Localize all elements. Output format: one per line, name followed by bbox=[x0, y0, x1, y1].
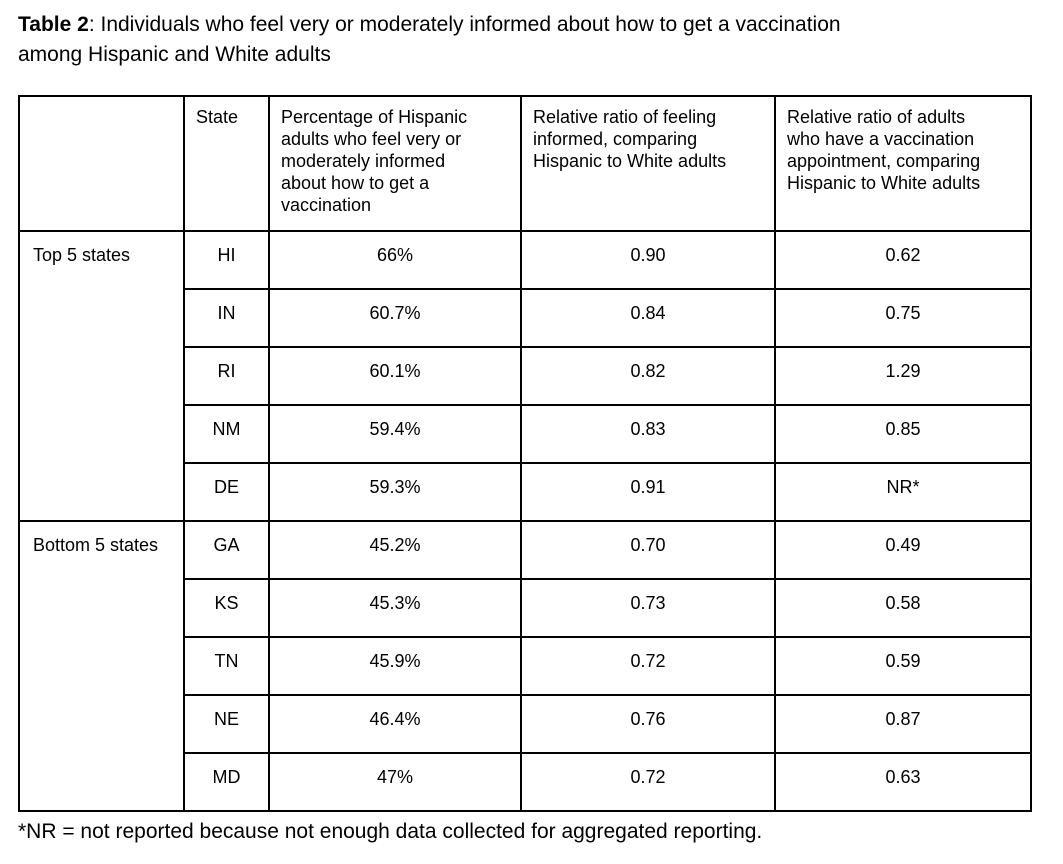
ratio-informed-cell: 0.72 bbox=[520, 752, 776, 812]
table-row: DE 59.3% 0.91 NR* bbox=[19, 462, 1032, 522]
data-table: State Percentage of Hispanic adults who … bbox=[18, 95, 1032, 812]
row-group-label: Bottom 5 states bbox=[18, 520, 185, 812]
percentage-cell: 59.3% bbox=[268, 462, 522, 522]
percentage-cell: 45.3% bbox=[268, 578, 522, 638]
header-row: State Percentage of Hispanic adults who … bbox=[18, 95, 1032, 232]
ratio-informed-cell: 0.91 bbox=[520, 462, 776, 522]
percentage-cell: 59.4% bbox=[268, 404, 522, 464]
percentage-cell: 66% bbox=[268, 230, 522, 290]
table-row: NM 59.4% 0.83 0.85 bbox=[19, 404, 1032, 464]
table-row: Bottom 5 states GA 45.2% 0.70 0.49 bbox=[18, 520, 1032, 812]
ratio-informed-cell: 0.70 bbox=[520, 520, 776, 580]
table-row: NE 46.4% 0.76 0.87 bbox=[19, 694, 1032, 754]
ratio-appointment-cell: 0.49 bbox=[774, 520, 1032, 580]
state-cell: DE bbox=[183, 462, 270, 522]
table-row: RI 60.1% 0.82 1.29 bbox=[19, 346, 1032, 406]
table-title-label: Table 2 bbox=[18, 13, 89, 36]
table-row: TN 45.9% 0.72 0.59 bbox=[19, 636, 1032, 696]
ratio-informed-cell: 0.90 bbox=[520, 230, 776, 290]
ratio-appointment-cell: 0.87 bbox=[774, 694, 1032, 754]
ratio-appointment-cell: 0.62 bbox=[774, 230, 1032, 290]
percentage-cell: 45.9% bbox=[268, 636, 522, 696]
percentage-cell: 46.4% bbox=[268, 694, 522, 754]
ratio-informed-cell: 0.76 bbox=[520, 694, 776, 754]
ratio-appointment-cell: 0.63 bbox=[774, 752, 1032, 812]
table-row: KS 45.3% 0.73 0.58 bbox=[19, 578, 1032, 638]
ratio-appointment-cell: NR* bbox=[774, 462, 1032, 522]
percentage-cell: 60.1% bbox=[268, 346, 522, 406]
column-header-ratio-appointment: Relative ratio of adults who have a vacc… bbox=[774, 95, 1032, 232]
state-cell: GA bbox=[183, 520, 270, 580]
table-row: Top 5 states HI 66% 0.90 0.62 bbox=[18, 230, 1032, 522]
state-cell: NE bbox=[183, 694, 270, 754]
column-header-state: State bbox=[183, 95, 270, 232]
percentage-cell: 45.2% bbox=[268, 520, 522, 580]
ratio-informed-cell: 0.72 bbox=[520, 636, 776, 696]
footnote: *NR = not reported because not enough da… bbox=[18, 820, 763, 843]
table-row: IN 60.7% 0.84 0.75 bbox=[19, 288, 1032, 348]
table-title-line2: among Hispanic and White adults bbox=[18, 43, 331, 66]
ratio-appointment-cell: 0.75 bbox=[774, 288, 1032, 348]
state-cell: IN bbox=[183, 288, 270, 348]
percentage-cell: 47% bbox=[268, 752, 522, 812]
ratio-appointment-cell: 0.58 bbox=[774, 578, 1032, 638]
state-cell: KS bbox=[183, 578, 270, 638]
ratio-informed-cell: 0.83 bbox=[520, 404, 776, 464]
state-cell: NM bbox=[183, 404, 270, 464]
table-title-text: : Individuals who feel very or moderatel… bbox=[88, 13, 841, 36]
row-group-label: Top 5 states bbox=[18, 230, 185, 522]
state-cell: TN bbox=[183, 636, 270, 696]
ratio-informed-cell: 0.82 bbox=[520, 346, 776, 406]
state-cell: HI bbox=[183, 230, 270, 290]
state-cell: RI bbox=[183, 346, 270, 406]
ratio-appointment-cell: 1.29 bbox=[774, 346, 1032, 406]
ratio-informed-cell: 0.73 bbox=[520, 578, 776, 638]
table-title: Table 2: Individuals who feel very or mo… bbox=[18, 10, 1018, 70]
ratio-informed-cell: 0.84 bbox=[520, 288, 776, 348]
ratio-appointment-cell: 0.85 bbox=[774, 404, 1032, 464]
state-cell: MD bbox=[183, 752, 270, 812]
table-row: MD 47% 0.72 0.63 bbox=[19, 752, 1032, 812]
column-header-percentage: Percentage of Hispanic adults who feel v… bbox=[268, 95, 522, 232]
column-header-blank bbox=[18, 95, 185, 232]
percentage-cell: 60.7% bbox=[268, 288, 522, 348]
column-header-ratio-informed: Relative ratio of feeling informed, comp… bbox=[520, 95, 776, 232]
ratio-appointment-cell: 0.59 bbox=[774, 636, 1032, 696]
